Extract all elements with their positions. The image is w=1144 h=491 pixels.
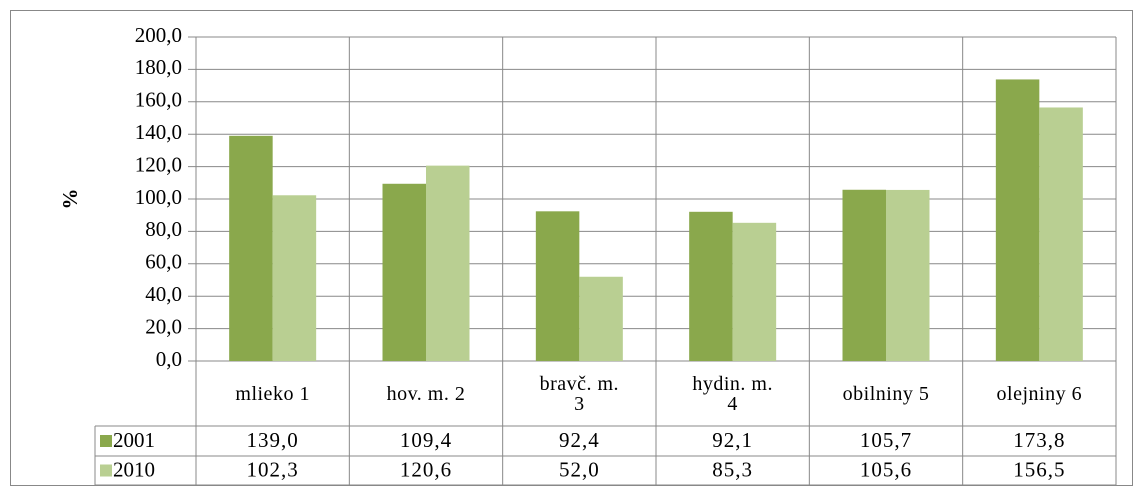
y-tick-label: 120,0 [135,152,182,176]
data-table-value: 102,3 [247,457,299,481]
data-table-value: 52,0 [559,457,600,481]
y-tick-label: 100,0 [135,185,182,209]
y-tick-label: 140,0 [135,120,182,144]
category-label: mlieko 1 [235,382,310,405]
y-tick-label: 80,0 [145,217,182,241]
category-label: hydin. m. 4 [692,372,773,415]
data-table-value: 109,4 [400,428,452,452]
category-label: olejniny 6 [996,382,1083,405]
y-tick-label: 60,0 [145,250,182,274]
data-table-value: 105,6 [860,457,912,481]
y-tick-label: 40,0 [145,282,182,306]
data-table-value: 120,6 [400,457,452,481]
category-label: bravč. m. 3 [539,372,620,415]
y-tick-label: 20,0 [145,314,182,338]
bar [732,222,777,361]
bar [689,211,733,361]
legend-label: 2001 [113,428,155,452]
y-tick-label: 200,0 [135,23,182,47]
category-label: hov. m. 2 [386,382,466,405]
category-label: obilniny 5 [842,382,930,405]
data-table-value: 92,1 [712,428,753,452]
bar [272,195,317,361]
data-table-value: 92,4 [559,428,600,452]
data-table-value: 139,0 [247,428,299,452]
bar [1039,107,1083,361]
y-tick-label: 0,0 [156,347,182,371]
bar [229,135,273,361]
legend-swatch [100,464,112,477]
data-table-value: 173,8 [1013,428,1065,452]
bar [382,183,426,361]
y-tick-label: 160,0 [135,88,182,112]
bar [426,165,470,361]
bar [579,276,623,361]
data-table-value: 156,5 [1013,457,1065,481]
data-table-value: 105,7 [860,428,912,452]
bar [842,189,886,361]
data-table-value: 85,3 [712,457,753,481]
bar [886,189,930,361]
y-axis-label: % [58,189,82,210]
y-tick-label: 180,0 [135,55,182,79]
bar [535,211,580,361]
bar [995,79,1040,361]
legend-swatch [100,435,112,447]
legend-label: 2010 [113,457,155,481]
